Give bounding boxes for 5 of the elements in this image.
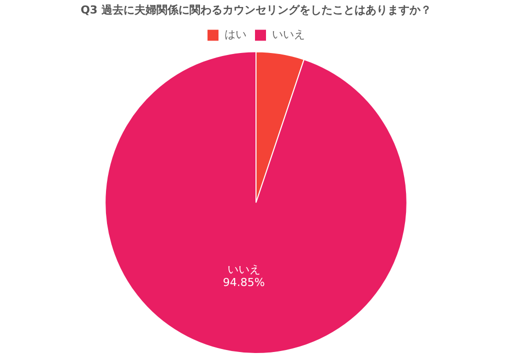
data-label: 94.85% — [222, 276, 265, 289]
legend-label: いいえ — [272, 28, 305, 42]
slice-label: いいえ — [227, 262, 260, 276]
legend-label: はい — [224, 28, 246, 42]
chart-title: Q3 過去に夫婦関係に関わるカウンセリングをしたことはありますか？ — [80, 3, 432, 16]
